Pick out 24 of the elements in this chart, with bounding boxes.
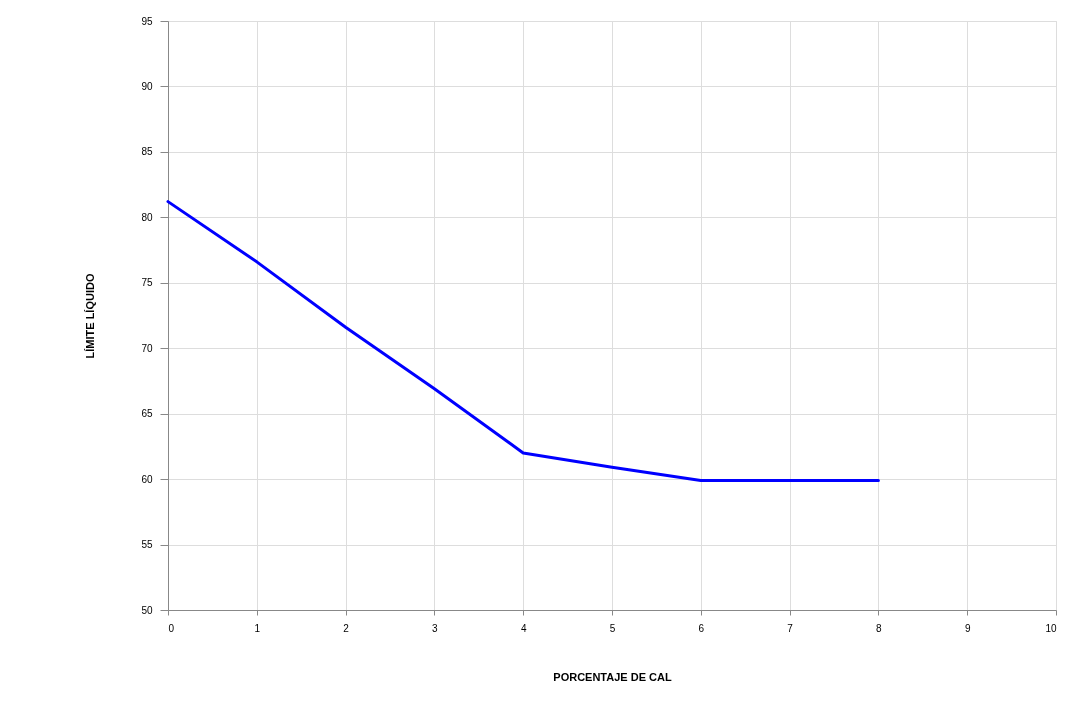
x-tick-label: 6: [698, 622, 705, 634]
line-series: [166, 200, 880, 482]
x-tick-label: 7: [787, 622, 794, 634]
y-tick-label: 75: [141, 277, 153, 289]
y-tick-label: 70: [141, 342, 153, 354]
x-tick-label: 10: [1045, 622, 1057, 634]
x-tick-label: 0: [168, 622, 175, 634]
x-tick-label: 4: [520, 622, 527, 634]
x-tick-label: 2: [343, 622, 350, 634]
y-tick-label: 55: [141, 539, 153, 551]
y-tick-label: 65: [141, 408, 153, 420]
y-tick-label: 90: [141, 80, 153, 92]
y-axis-title: LÍMITE LÍQUIDO: [84, 273, 97, 359]
x-tick-label: 3: [432, 622, 439, 634]
y-tick-label: 50: [141, 604, 153, 616]
y-tick-label: 80: [141, 211, 153, 223]
x-tick-label: 8: [876, 622, 883, 634]
x-tick-label: 1: [254, 622, 261, 634]
y-tick-label: 95: [141, 15, 153, 27]
x-axis-title: PORCENTAJE DE CAL: [553, 670, 672, 683]
x-tick-label: 5: [609, 622, 616, 634]
y-tick-label: 60: [141, 473, 153, 485]
y-tick-label: 85: [141, 146, 153, 158]
x-tick-label: 9: [964, 622, 971, 634]
